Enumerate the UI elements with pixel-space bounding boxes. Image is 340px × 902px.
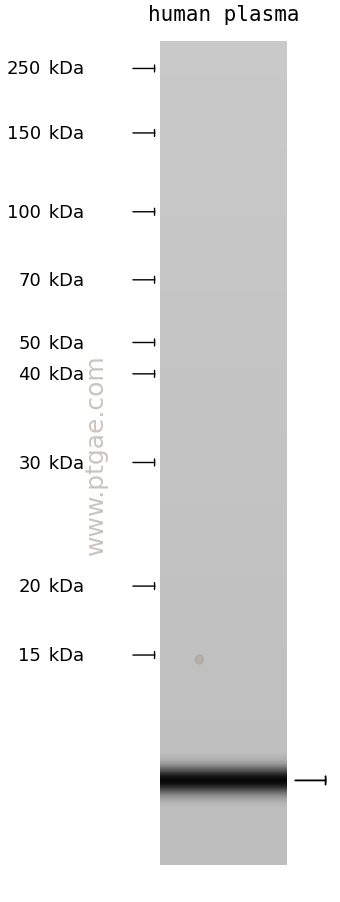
Text: kDa: kDa	[43, 204, 84, 222]
Text: 30: 30	[18, 454, 41, 472]
Text: kDa: kDa	[43, 647, 84, 664]
Text: 20: 20	[18, 577, 41, 595]
Text: 50: 50	[18, 334, 41, 352]
Text: kDa: kDa	[43, 60, 84, 78]
Text: kDa: kDa	[43, 577, 84, 595]
Text: www.ptgae.com: www.ptgae.com	[84, 354, 107, 555]
Text: 150: 150	[7, 124, 41, 143]
Text: kDa: kDa	[43, 272, 84, 290]
Text: kDa: kDa	[43, 454, 84, 472]
Text: kDa: kDa	[43, 124, 84, 143]
Text: human plasma: human plasma	[148, 5, 299, 24]
Text: 15: 15	[18, 647, 41, 664]
Text: 40: 40	[18, 365, 41, 383]
Text: 70: 70	[18, 272, 41, 290]
Text: 100: 100	[7, 204, 41, 222]
Ellipse shape	[195, 656, 203, 664]
Text: kDa: kDa	[43, 334, 84, 352]
Text: 250: 250	[7, 60, 41, 78]
Text: kDa: kDa	[43, 365, 84, 383]
